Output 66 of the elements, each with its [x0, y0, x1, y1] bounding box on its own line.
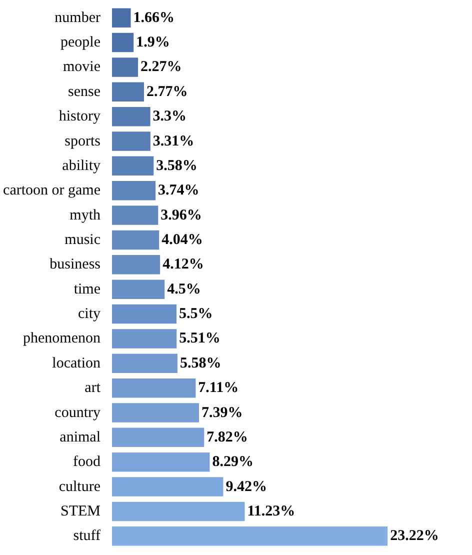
- data-label: 4.12%: [162, 256, 204, 273]
- bar: [112, 7, 132, 28]
- data-label: 7.82%: [206, 429, 248, 446]
- data-label: 2.27%: [140, 59, 182, 76]
- y-tick-label: location: [52, 355, 101, 372]
- data-label: 5.5%: [179, 306, 213, 322]
- bar: [112, 352, 178, 374]
- y-tick-label: number: [54, 10, 101, 26]
- bar: [112, 476, 224, 498]
- data-label: 3.58%: [156, 158, 198, 174]
- bar: [112, 278, 166, 300]
- bar: [112, 328, 178, 350]
- data-label: 3.31%: [152, 133, 194, 150]
- data-label: 5.51%: [179, 330, 220, 347]
- bar: [112, 81, 145, 103]
- data-label: 1.66%: [133, 10, 175, 26]
- bar: [112, 229, 160, 251]
- data-label: 7.39%: [202, 404, 243, 421]
- data-label: 4.5%: [167, 281, 201, 298]
- data-label: 3.3%: [152, 108, 187, 125]
- data-label: 1.9%: [136, 34, 170, 51]
- bar: [112, 526, 389, 547]
- data-label: 9.42%: [226, 478, 267, 495]
- bar: [112, 451, 211, 473]
- y-tick-label: time: [74, 281, 101, 298]
- data-label: 3.74%: [158, 182, 200, 199]
- data-label: 5.58%: [180, 355, 222, 372]
- bar: [112, 402, 200, 424]
- data-label: 4.04%: [162, 232, 203, 248]
- bar: [112, 56, 140, 78]
- y-tick-label: movie: [63, 59, 101, 76]
- y-tick-label: phenomenon: [23, 330, 101, 347]
- y-tick-label: country: [54, 404, 101, 421]
- y-tick-label: sense: [68, 84, 101, 100]
- data-label: 3.96%: [160, 207, 202, 224]
- data-label: 8.29%: [212, 454, 254, 470]
- bar: [112, 180, 157, 202]
- data-label: 2.77%: [146, 84, 188, 100]
- y-tick-label: ability: [62, 158, 101, 174]
- y-tick-label: business: [50, 256, 101, 273]
- bar: [112, 204, 160, 226]
- data-label: 11.23%: [247, 503, 296, 520]
- y-tick-label: culture: [58, 478, 101, 495]
- bar: [112, 377, 197, 399]
- y-tick-label: history: [58, 108, 101, 125]
- data-label: 7.11%: [198, 380, 239, 396]
- data-label: 23.22%: [390, 528, 439, 544]
- bar: [112, 155, 155, 177]
- bar: [112, 106, 152, 128]
- y-tick-label: stuff: [73, 528, 101, 544]
- y-tick-label: STEM: [60, 503, 101, 520]
- y-tick-label: cartoon or game: [3, 182, 101, 199]
- bar: [112, 130, 152, 152]
- y-tick-label: myth: [70, 207, 101, 224]
- y-tick-label: art: [84, 380, 102, 396]
- y-tick-label: people: [60, 34, 101, 51]
- bar: [112, 303, 178, 325]
- bar: [112, 426, 206, 448]
- bar: [112, 254, 162, 276]
- y-tick-label: city: [78, 306, 101, 322]
- y-tick-label: music: [64, 232, 101, 248]
- y-tick-label: food: [73, 454, 101, 470]
- bar: [112, 500, 246, 522]
- y-tick-label: sports: [64, 133, 101, 150]
- y-tick-label: animal: [60, 429, 101, 446]
- bar: [112, 32, 135, 54]
